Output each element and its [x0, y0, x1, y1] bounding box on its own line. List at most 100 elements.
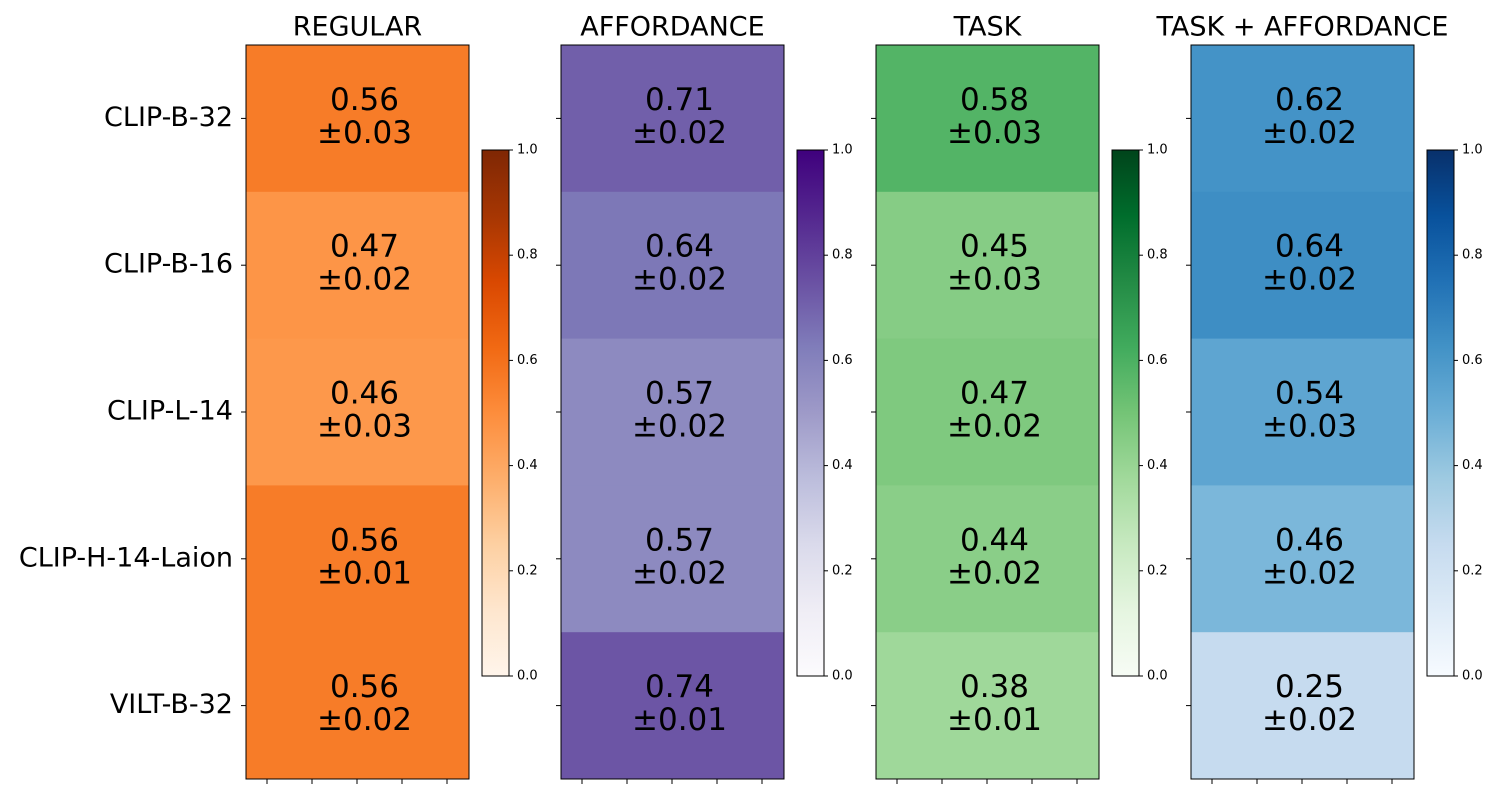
heatmap-cell — [246, 191, 469, 340]
colorbar-tick-label: 0.6 — [1147, 353, 1168, 368]
heatmap-cell — [246, 45, 469, 193]
colorbar-tick-label: 0.0 — [1462, 669, 1483, 684]
colorbar-tick-label: 0.2 — [517, 563, 538, 578]
heatmap-cell — [1191, 338, 1414, 486]
panel-task-affordance: TASK + AFFORDANCE0.62±0.020.64±0.020.54±… — [1156, 12, 1483, 784]
cell-value-label: 0.46 — [330, 376, 399, 412]
colorbar — [1426, 149, 1455, 677]
cell-error-label: ±0.02 — [317, 702, 412, 738]
cell-error-label: ±0.03 — [947, 115, 1042, 151]
panel-title: TASK + AFFORDANCE — [1156, 12, 1449, 43]
heatmap-cell — [561, 485, 784, 633]
cell-error-label: ±0.02 — [1262, 555, 1357, 591]
heatmap-cell — [876, 191, 1099, 340]
row-label: CLIP-H-14-Laion — [19, 542, 233, 573]
colorbar-tick-label: 0.4 — [1462, 458, 1483, 473]
colorbar-tick-label: 0.6 — [517, 353, 538, 368]
heatmap-cell — [561, 632, 784, 780]
colorbar-tick-label: 0.0 — [517, 669, 538, 684]
cell-error-label: ±0.02 — [632, 115, 727, 151]
colorbar-tick-label: 0.0 — [1147, 669, 1168, 684]
cell-value-label: 0.54 — [1275, 376, 1344, 412]
heatmap-cell — [876, 45, 1099, 193]
colorbar-tick-label: 0.2 — [1462, 563, 1483, 578]
cell-error-label: ±0.02 — [1262, 262, 1357, 298]
heatmap-cell — [246, 632, 469, 780]
heatmap-cell — [561, 191, 784, 340]
heatmap-cell — [876, 485, 1099, 633]
cell-error-label: ±0.02 — [632, 409, 727, 445]
heatmap-cell — [1191, 485, 1414, 633]
colorbar-tick-label: 0.4 — [517, 458, 538, 473]
cell-value-label: 0.62 — [1275, 82, 1344, 118]
cell-value-label: 0.74 — [645, 669, 714, 705]
panel-task: TASK0.58±0.030.45±0.030.47±0.020.44±0.02… — [871, 12, 1168, 784]
cell-value-label: 0.47 — [330, 229, 399, 265]
colorbar-tick-label: 1.0 — [517, 143, 538, 158]
heatmap-cell — [561, 45, 784, 193]
cell-error-label: ±0.01 — [632, 702, 727, 738]
cell-value-label: 0.44 — [960, 522, 1029, 558]
cell-error-label: ±0.02 — [1262, 702, 1357, 738]
cell-value-label: 0.64 — [645, 229, 714, 265]
panel-title: AFFORDANCE — [580, 12, 764, 43]
cell-value-label: 0.58 — [960, 82, 1029, 118]
cell-value-label: 0.64 — [1275, 229, 1344, 265]
colorbar-tick-label: 0.4 — [832, 458, 853, 473]
colorbar-tick-label: 0.0 — [832, 669, 853, 684]
cell-error-label: ±0.02 — [947, 555, 1042, 591]
cell-value-label: 0.47 — [960, 376, 1029, 412]
colorbar — [1111, 149, 1140, 677]
colorbar-tick-label: 0.4 — [1147, 458, 1168, 473]
row-label: CLIP-B-16 — [104, 249, 233, 280]
cell-value-label: 0.56 — [330, 82, 399, 118]
colorbar-tick-label: 0.8 — [1147, 248, 1168, 263]
cell-error-label: ±0.02 — [632, 555, 727, 591]
panel-title: TASK — [953, 12, 1023, 43]
cell-value-label: 0.46 — [1275, 522, 1344, 558]
heatmap-cell — [876, 338, 1099, 486]
cell-error-label: ±0.02 — [947, 409, 1042, 445]
cell-value-label: 0.57 — [645, 522, 714, 558]
cell-value-label: 0.38 — [960, 669, 1029, 705]
heatmap-cell — [561, 338, 784, 486]
panel-title: REGULAR — [293, 12, 422, 43]
heatmap-cell — [876, 632, 1099, 780]
cell-value-label: 0.56 — [330, 522, 399, 558]
row-label: CLIP-B-32 — [104, 102, 233, 133]
colorbar-tick-label: 0.6 — [832, 353, 853, 368]
colorbar — [481, 149, 510, 677]
colorbar-tick-label: 0.6 — [1462, 353, 1483, 368]
cell-error-label: ±0.02 — [632, 262, 727, 298]
colorbar-tick-label: 1.0 — [1462, 143, 1483, 158]
cell-error-label: ±0.02 — [1262, 115, 1357, 151]
cell-error-label: ±0.01 — [947, 702, 1042, 738]
cell-error-label: ±0.02 — [317, 262, 412, 298]
cell-error-label: ±0.03 — [317, 409, 412, 445]
row-label: VILT-B-32 — [110, 689, 233, 720]
cell-value-label: 0.71 — [645, 82, 714, 118]
colorbar-tick-label: 0.8 — [517, 248, 538, 263]
colorbar-tick-label: 0.2 — [832, 563, 853, 578]
cell-value-label: 0.56 — [330, 669, 399, 705]
panel-affordance: AFFORDANCE0.71±0.020.64±0.020.57±0.020.5… — [556, 12, 853, 784]
colorbar-tick-label: 0.2 — [1147, 563, 1168, 578]
cell-error-label: ±0.01 — [317, 555, 412, 591]
cell-error-label: ±0.03 — [1262, 409, 1357, 445]
colorbar-tick-label: 1.0 — [832, 143, 853, 158]
colorbar — [796, 149, 825, 677]
cell-error-label: ±0.03 — [317, 115, 412, 151]
heatmap-cell — [246, 338, 469, 486]
cell-value-label: 0.57 — [645, 376, 714, 412]
heatmap-cell — [1191, 632, 1414, 780]
cell-error-label: ±0.03 — [947, 262, 1042, 298]
cell-value-label: 0.25 — [1275, 669, 1344, 705]
panel-regular: REGULAR0.56±0.030.47±0.020.46±0.030.56±0… — [241, 12, 538, 784]
heatmap-cell — [246, 485, 469, 633]
cell-value-label: 0.45 — [960, 229, 1029, 265]
heatmap-cell — [1191, 45, 1414, 193]
colorbar-tick-label: 0.8 — [1462, 248, 1483, 263]
colorbar-tick-label: 1.0 — [1147, 143, 1168, 158]
heatmap-cell — [1191, 191, 1414, 340]
